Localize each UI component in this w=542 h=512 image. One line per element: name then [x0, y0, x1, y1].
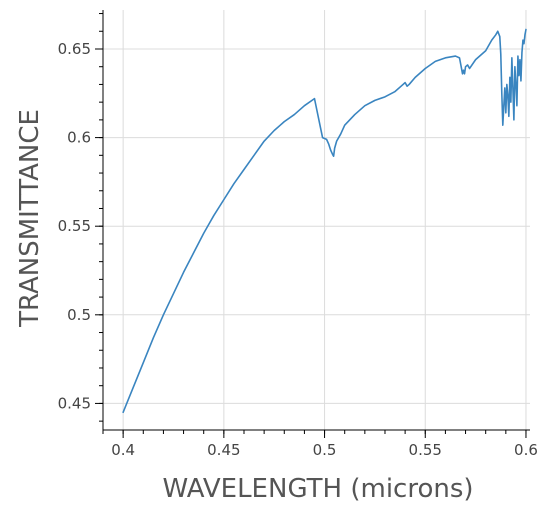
x-tick-label: 0.6 [514, 441, 538, 459]
y-tick-label: 0.65 [58, 40, 91, 58]
y-tick-label: 0.5 [67, 306, 91, 324]
axes [95, 10, 530, 438]
grid [103, 10, 530, 430]
tick-labels: 0.4 0.45 0.5 0.55 0.6 0.45 0.5 0.55 0.6 0.65 [58, 40, 538, 459]
y-axis-title: TRANSMITTANCE [15, 109, 45, 328]
x-axis-title: WAVELENGTH (microns) [162, 474, 473, 504]
y-tick-label: 0.6 [67, 129, 91, 147]
x-tick-label: 0.4 [111, 441, 135, 459]
x-tick-label: 0.45 [207, 441, 240, 459]
series-line [122, 28, 527, 414]
x-tick-label: 0.5 [313, 441, 337, 459]
y-tick-label: 0.55 [58, 217, 91, 235]
y-tick-label: 0.45 [58, 394, 91, 412]
x-tick-label: 0.55 [409, 441, 442, 459]
series-layer [122, 28, 527, 414]
